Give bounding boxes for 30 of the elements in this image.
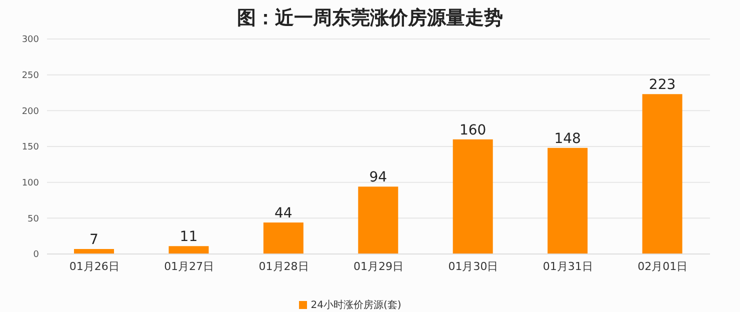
x-tick-label: 02月01日	[638, 260, 688, 273]
bar	[358, 186, 398, 254]
x-tick-label: 01月28日	[258, 260, 309, 273]
y-tick-label: 300	[22, 35, 40, 46]
y-tick-label: 50	[28, 214, 40, 224]
data-label: 11	[180, 229, 198, 246]
bar	[74, 248, 114, 254]
y-tick-label: 100	[22, 178, 40, 189]
data-label: 7	[90, 232, 98, 248]
x-tick-label: 01月27日	[164, 260, 214, 273]
y-tick-label: 0	[33, 250, 40, 260]
data-label: 148	[554, 130, 581, 147]
x-tick-label: 01月31日	[542, 260, 593, 273]
data-label: 223	[648, 77, 676, 94]
bar	[168, 246, 209, 254]
x-tick-label: 01月26日	[69, 260, 120, 273]
bar	[452, 139, 493, 254]
x-tick-label: 01月30日	[448, 260, 498, 273]
bar	[642, 94, 682, 254]
y-tick-label: 200	[22, 106, 40, 117]
chart-title: 图：近一周东莞涨价房源量走势	[236, 6, 504, 31]
legend-label: 24小时涨价房源(套)	[310, 300, 402, 311]
x-tick-label: 01月29日	[354, 260, 404, 273]
data-label: 94	[369, 170, 388, 186]
y-tick-label: 150	[22, 142, 40, 153]
data-label: 44	[274, 205, 292, 222]
y-tick-label: 250	[22, 71, 40, 82]
bar	[548, 148, 588, 254]
data-label: 160	[459, 122, 486, 138]
bar	[263, 222, 304, 254]
